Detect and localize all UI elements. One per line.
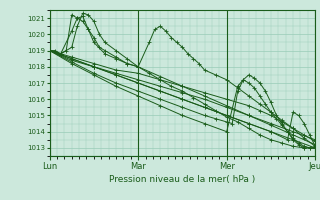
X-axis label: Pression niveau de la mer( hPa ): Pression niveau de la mer( hPa )	[109, 175, 256, 184]
